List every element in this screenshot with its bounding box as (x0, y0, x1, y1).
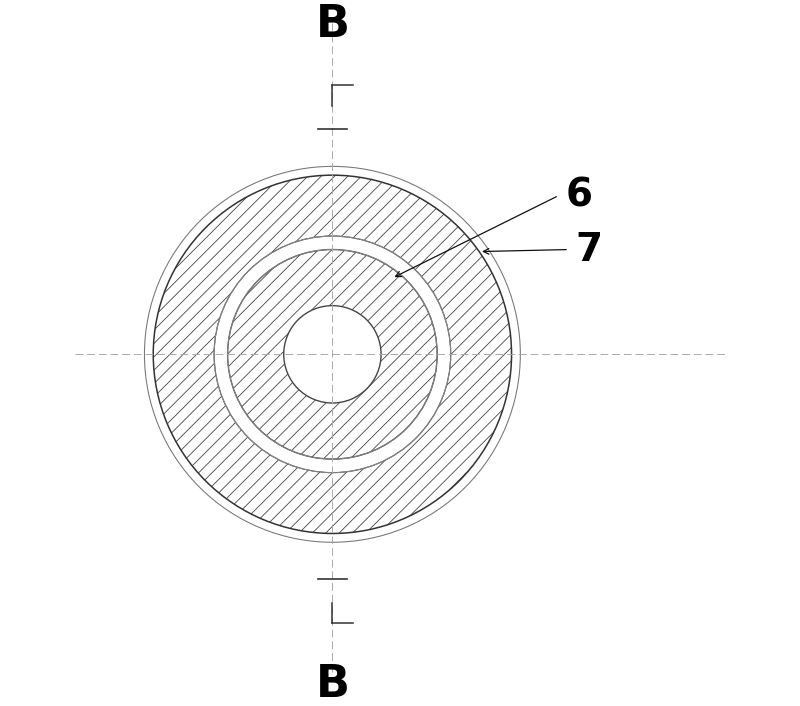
Text: B: B (315, 663, 350, 706)
Text: 7: 7 (576, 231, 603, 268)
Circle shape (284, 306, 381, 403)
Text: B: B (315, 3, 350, 46)
Circle shape (145, 167, 520, 542)
Text: 6: 6 (566, 176, 593, 215)
PathPatch shape (154, 175, 511, 534)
PathPatch shape (228, 249, 437, 459)
Circle shape (214, 236, 450, 472)
